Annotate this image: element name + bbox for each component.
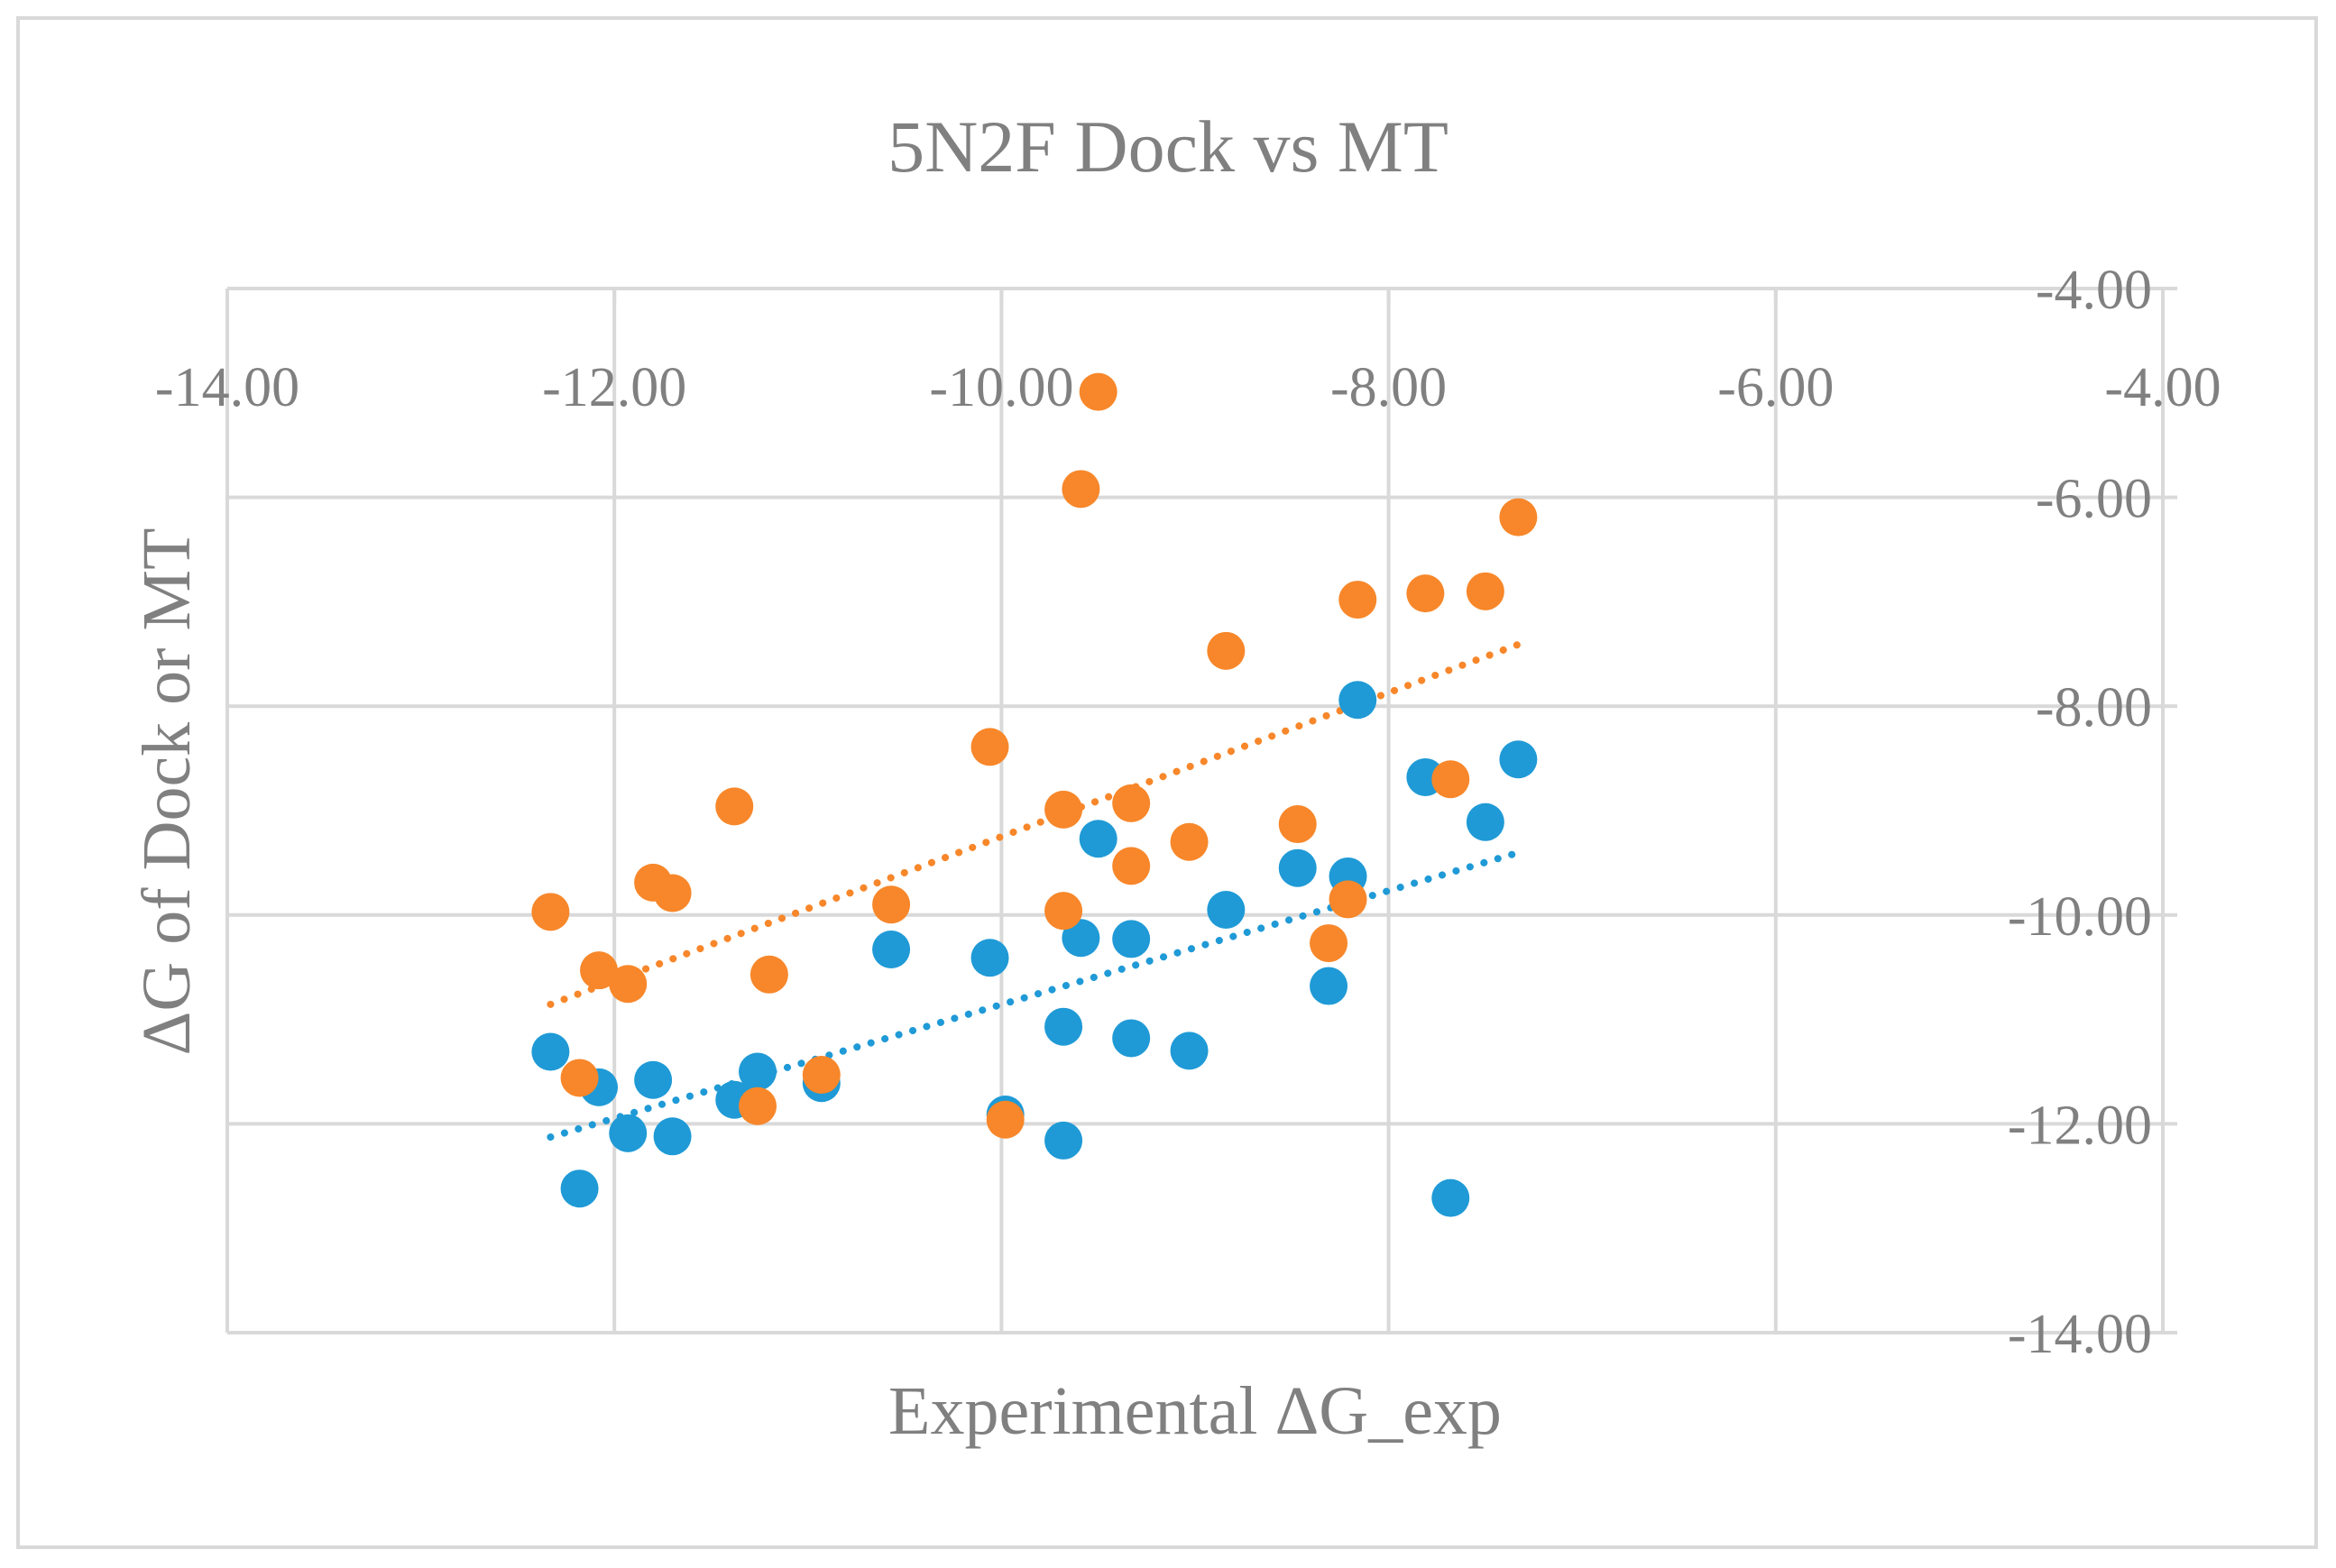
- data-point-dock: [1207, 891, 1246, 930]
- data-point-mt: [872, 885, 911, 924]
- data-point-dock: [1278, 848, 1317, 887]
- y-tick-label: -14.00: [2008, 1304, 2152, 1365]
- x-axis-label: Experimental ΔG_exp: [888, 1373, 1502, 1449]
- data-point-mt: [1278, 805, 1317, 844]
- data-point-mt: [1310, 924, 1348, 963]
- data-point-mt: [580, 951, 619, 990]
- data-point-dock: [970, 939, 1009, 977]
- data-point-dock: [653, 1117, 692, 1156]
- chart-title: 5N2F Dock vs MT: [887, 105, 1449, 188]
- data-point-dock: [739, 1052, 777, 1091]
- y-tick-label: -4.00: [2036, 260, 2152, 321]
- chart-frame: [16, 16, 2318, 1549]
- data-point-dock: [1044, 1121, 1083, 1160]
- data-point-mt: [1112, 784, 1151, 822]
- data-point-mt: [1062, 470, 1100, 509]
- data-point-dock: [634, 1060, 673, 1099]
- data-point-mt: [1044, 892, 1083, 931]
- data-point-mt: [560, 1059, 599, 1097]
- x-tick-label: -4.00: [2104, 357, 2221, 418]
- y-axis-label: ΔG of Dock or MT: [129, 528, 205, 1056]
- data-point-dock: [1112, 920, 1151, 958]
- y-tick-label: -8.00: [2036, 677, 2152, 738]
- data-point-mt: [1044, 790, 1083, 829]
- data-point-mt: [1170, 822, 1209, 861]
- y-tick-label: -6.00: [2036, 469, 2152, 530]
- data-point-dock: [1499, 740, 1538, 779]
- data-point-mt: [1431, 760, 1470, 799]
- x-tick-label: -8.00: [1330, 357, 1447, 418]
- data-point-dock: [1112, 1019, 1151, 1058]
- data-point-mt: [1207, 631, 1246, 670]
- data-point-mt: [970, 728, 1009, 766]
- data-point-mt: [1406, 574, 1445, 613]
- data-point-dock: [609, 1114, 648, 1152]
- data-points: [531, 372, 1538, 1217]
- x-tick-labels: -14.00 -12.00 -10.00 -8.00 -6.00 -4.00: [155, 357, 2221, 418]
- y-tick-labels: -4.00 -6.00 -8.00 -10.00 -12.00 -14.00: [2008, 260, 2152, 1365]
- data-point-mt: [750, 955, 788, 994]
- data-point-dock: [1044, 1007, 1083, 1046]
- data-point-mt: [653, 874, 692, 912]
- data-point-mt: [986, 1100, 1025, 1139]
- data-point-dock: [531, 1032, 570, 1071]
- trendline-mt: [547, 640, 1522, 1008]
- x-tick-label: -10.00: [929, 357, 1073, 418]
- data-point-mt: [715, 787, 754, 826]
- data-point-dock: [1062, 919, 1100, 958]
- data-point-mt: [1079, 372, 1117, 411]
- y-tick-label: -12.00: [2008, 1095, 2152, 1156]
- data-point-mt: [609, 965, 648, 1004]
- x-tick-label: -12.00: [542, 357, 686, 418]
- data-point-mt: [1499, 498, 1538, 536]
- trendline-dock: [547, 848, 1522, 1142]
- x-tick-label: -6.00: [1717, 357, 1834, 418]
- data-point-mt: [1329, 880, 1367, 919]
- data-point-mt: [1338, 581, 1377, 619]
- grid: [225, 287, 2177, 1334]
- data-point-dock: [1310, 967, 1348, 1005]
- data-point-dock: [1170, 1032, 1209, 1070]
- data-point-dock: [1431, 1178, 1470, 1217]
- data-point-dock: [872, 931, 911, 969]
- x-tick-label: -14.00: [155, 357, 299, 418]
- data-point-dock: [1338, 681, 1377, 720]
- y-tick-label: -10.00: [2008, 886, 2152, 948]
- data-point-mt: [802, 1055, 841, 1094]
- data-point-dock: [560, 1169, 599, 1208]
- data-point-mt: [739, 1087, 777, 1125]
- trendlines: [547, 640, 1522, 1142]
- data-point-mt: [531, 893, 570, 931]
- data-point-mt: [1466, 572, 1504, 610]
- data-point-mt: [1112, 847, 1151, 885]
- data-point-dock: [1466, 802, 1504, 841]
- data-point-dock: [1079, 820, 1117, 858]
